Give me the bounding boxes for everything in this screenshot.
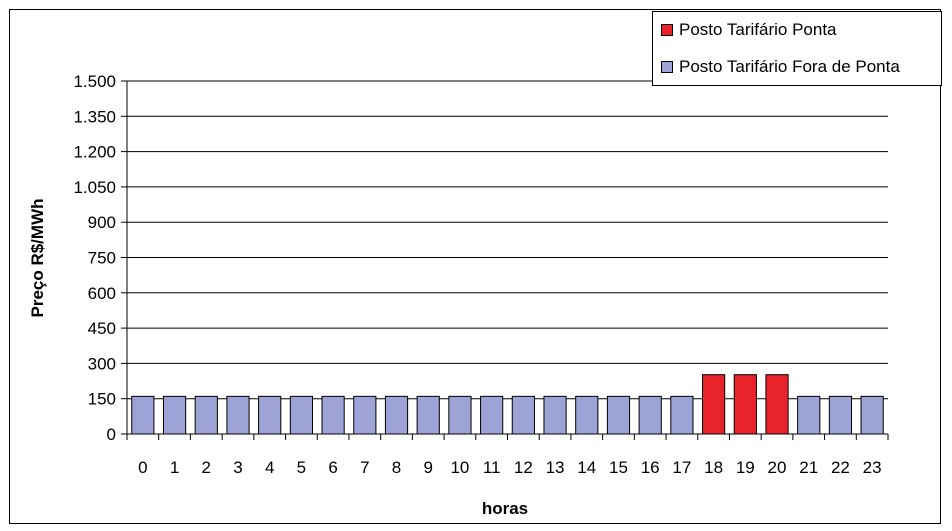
bar-fora [448, 395, 472, 435]
bar-fora [162, 395, 187, 435]
bar-fora [543, 395, 567, 435]
gridlines [127, 80, 888, 400]
x-tick-label: 8 [392, 458, 401, 477]
bars [131, 374, 884, 435]
y-tick-label: 750 [88, 249, 116, 268]
x-tick-label: 12 [514, 458, 533, 477]
axes [121, 80, 889, 440]
bar-ponta [702, 374, 726, 435]
bar-fora [384, 395, 409, 435]
x-tick-label: 16 [641, 458, 660, 477]
x-axis-title: horas [482, 499, 528, 518]
y-tick-label: 150 [88, 390, 116, 409]
bar-fora [289, 395, 313, 435]
x-tick-label: 1 [170, 458, 179, 477]
x-tick-label: 17 [672, 458, 691, 477]
y-tick-label: 900 [88, 213, 116, 232]
x-tick-label: 11 [483, 458, 501, 477]
bar-fora [511, 395, 535, 435]
y-tick-label: 0 [107, 425, 116, 444]
x-tick-label: 22 [831, 458, 850, 477]
bar-fora [670, 395, 694, 435]
y-tick-label: 450 [88, 319, 116, 338]
bar-fora [797, 395, 821, 435]
y-tick-label: 300 [88, 354, 116, 373]
bar-fora [131, 395, 155, 435]
bar-fora [416, 395, 440, 435]
y-tick-label: 600 [88, 284, 116, 303]
legend-label-ponta: Posto Tarifário Ponta [679, 20, 837, 39]
legend: Posto Tarifário Ponta Posto Tarifário Fo… [652, 11, 942, 86]
x-tick-label: 0 [138, 458, 147, 477]
x-tick-label: 19 [736, 458, 755, 477]
x-tick-label: 2 [202, 458, 211, 477]
legend-swatch-fora-de-ponta [661, 61, 673, 73]
y-tick-labels: 0 150 300 450 600 750 900 1.050 1.200 1.350 1.500 [73, 72, 116, 444]
bar-ponta [733, 374, 757, 435]
bar-fora [480, 395, 504, 435]
x-tick-label: 6 [328, 458, 337, 477]
legend-swatch-ponta [661, 24, 673, 36]
x-tick-label: 7 [360, 458, 369, 477]
chart-frame [9, 9, 941, 524]
x-tick-label: 14 [577, 458, 596, 477]
legend-item-ponta: Posto Tarifário Ponta [661, 18, 837, 42]
x-tick-label: 3 [233, 458, 242, 477]
bar-fora [638, 395, 662, 435]
y-tick-label: 1.200 [73, 143, 116, 162]
bar-fora [194, 395, 218, 435]
x-tick-label: 10 [450, 458, 469, 477]
x-tick-label: 23 [863, 458, 882, 477]
x-tick-label: 20 [768, 458, 787, 477]
x-tick-labels: 0 1 2 3 4 5 6 7 8 9 10 11 12 13 14 15 16 17 18 19 20 21 22 23 [138, 458, 881, 477]
bar-fora [258, 395, 282, 435]
bar-ponta [765, 374, 789, 435]
x-tick-label: 4 [265, 458, 274, 477]
x-tick-label: 9 [423, 458, 432, 477]
bar-fora [575, 395, 599, 435]
legend-item-fora-de-ponta: Posto Tarifário Fora de Ponta [661, 55, 900, 79]
bar-fora [828, 395, 853, 435]
x-tick-label: 18 [704, 458, 723, 477]
y-axis-title: Preço R$/MWh [28, 198, 47, 317]
bar-fora [226, 395, 250, 435]
bar-fora [606, 395, 631, 435]
y-tick-label: 1.500 [73, 72, 116, 91]
bar-fora [860, 395, 884, 435]
legend-label-fora-de-ponta: Posto Tarifário Fora de Ponta [679, 57, 900, 76]
bar-fora [353, 395, 377, 435]
bar-fora [321, 395, 345, 435]
x-tick-label: 13 [546, 458, 565, 477]
x-tick-label: 21 [799, 458, 818, 477]
x-tick-label: 15 [609, 458, 628, 477]
y-tick-label: 1.350 [73, 107, 116, 126]
y-tick-label: 1.050 [73, 178, 116, 197]
x-tick-label: 5 [297, 458, 306, 477]
